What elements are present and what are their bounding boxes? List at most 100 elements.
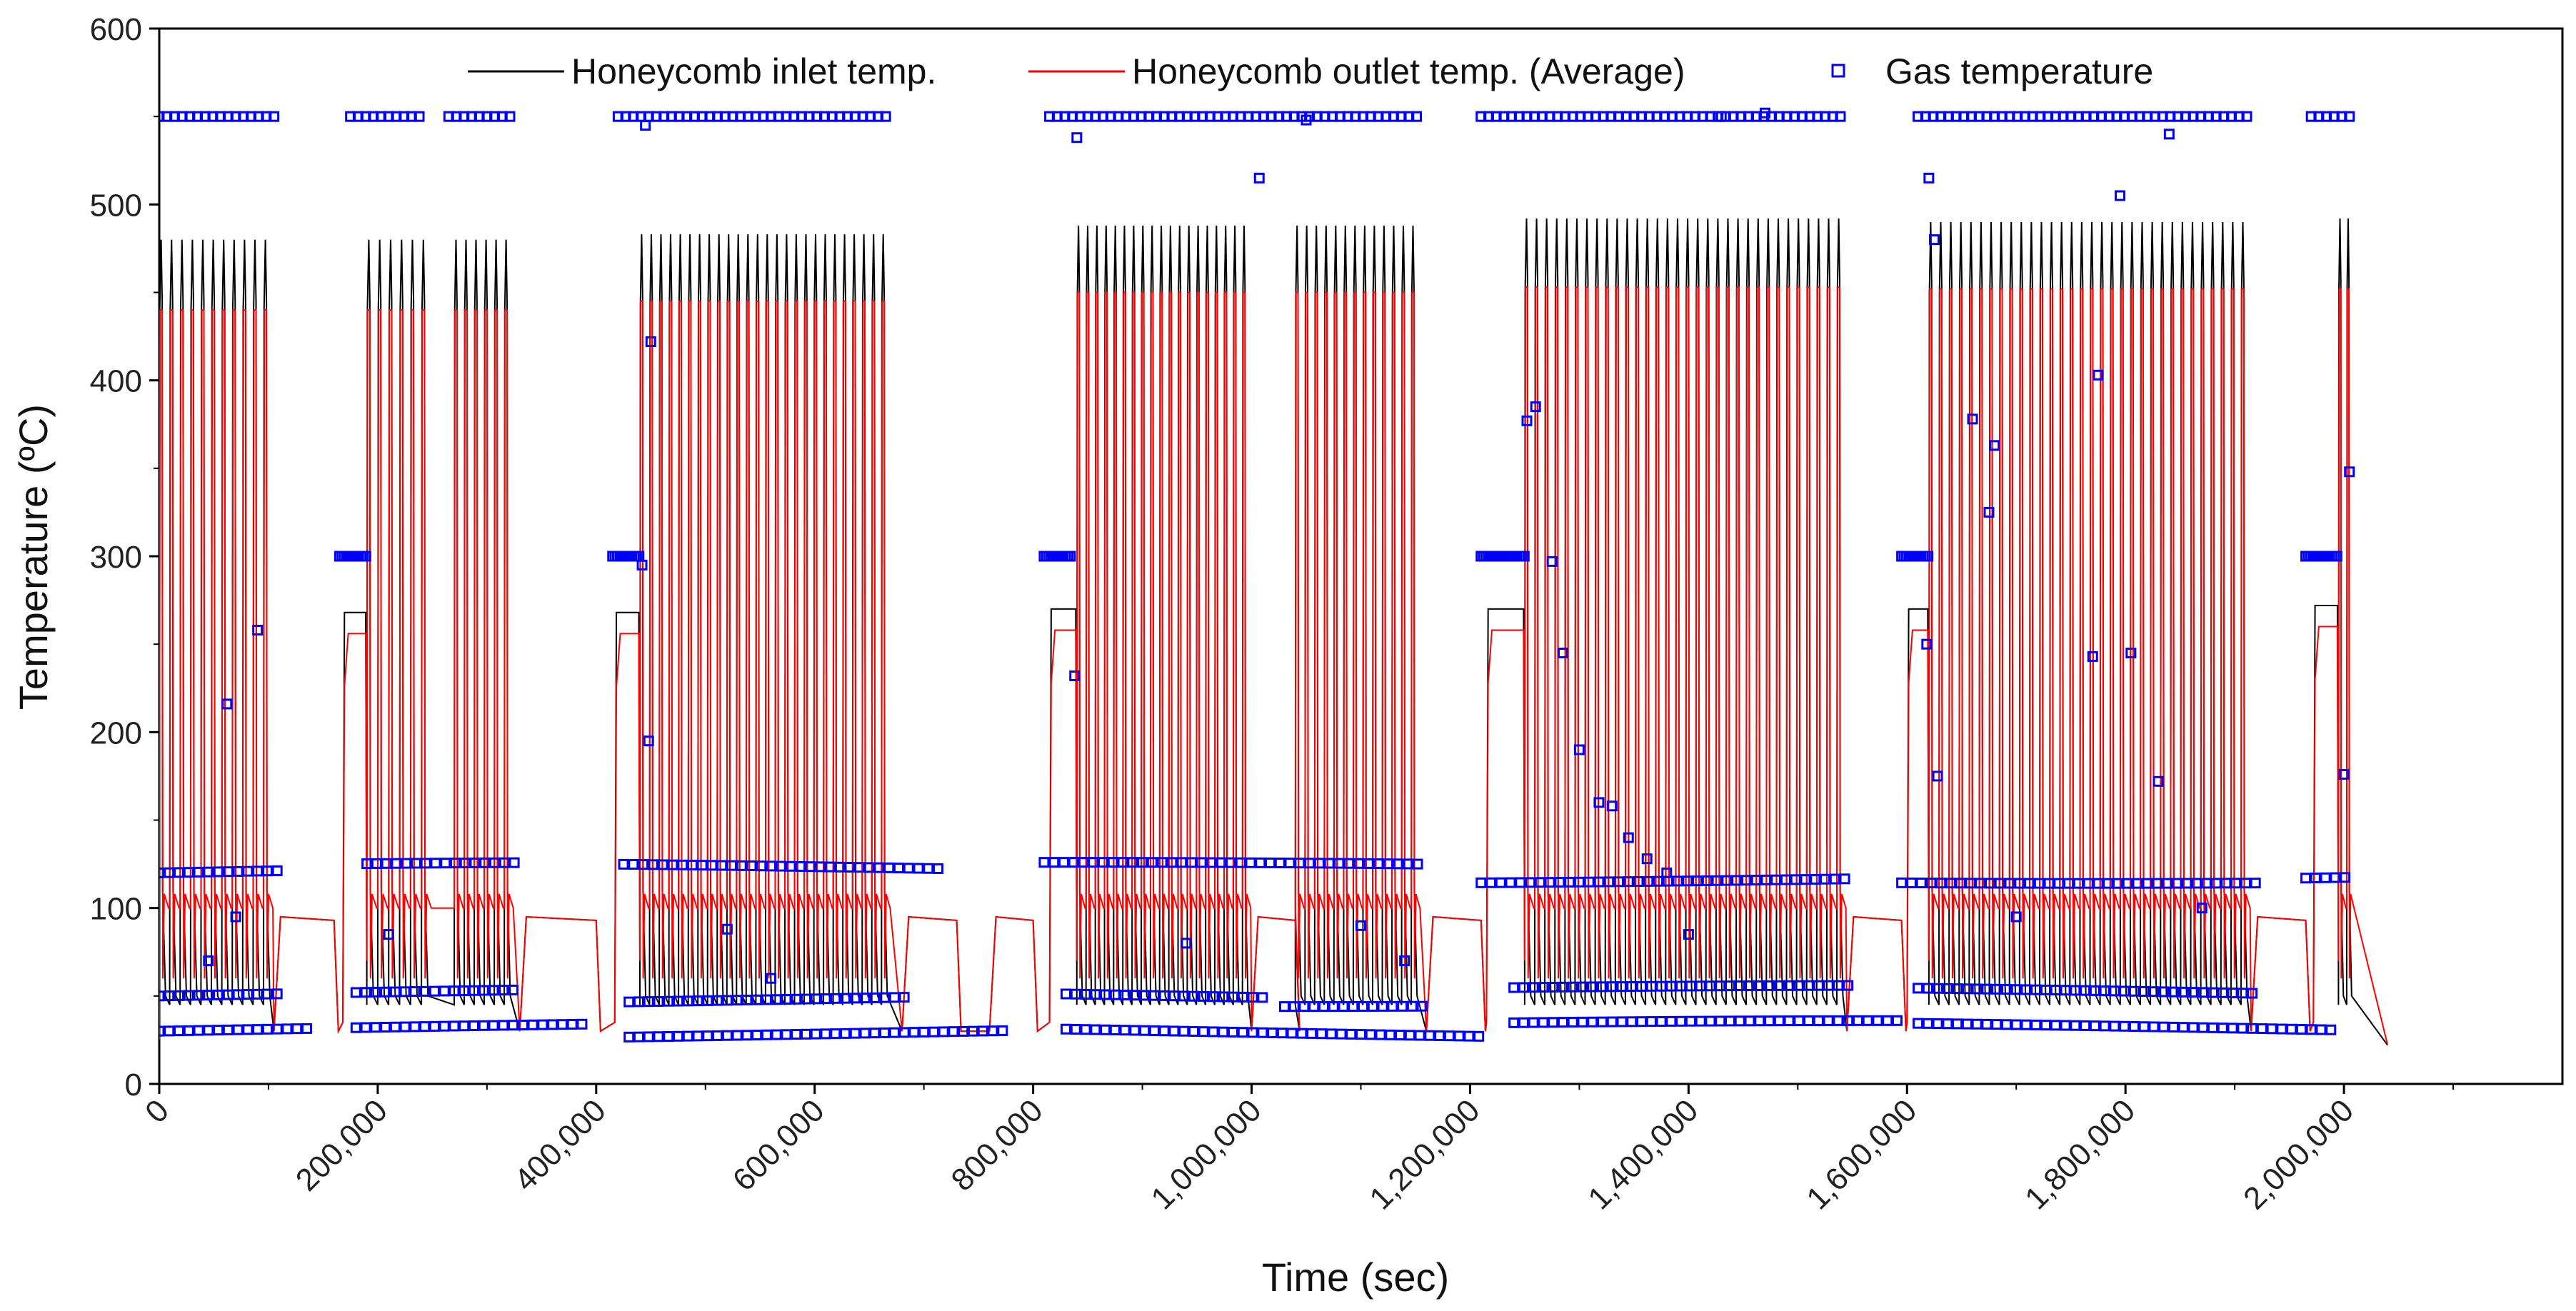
gas-temperature-point [1395, 1030, 1406, 1041]
gas-temperature-point [1208, 1026, 1219, 1038]
gas-temperature-point [1355, 920, 1366, 931]
legend-swatch-gas [1831, 64, 1845, 78]
gas-temperature-point [1363, 858, 1374, 869]
gas-temperature-point [1744, 980, 1755, 992]
gas-temperature-point [741, 1030, 753, 1041]
gas-temperature-point [653, 1031, 664, 1043]
gas-temperature-point [893, 863, 905, 874]
gas-temperature-point [1098, 857, 1109, 868]
gas-temperature-point [1274, 857, 1286, 868]
gas-temperature-point [1734, 1015, 1745, 1027]
gas-temperature-point [2050, 985, 2061, 996]
gas-temperature-point [1994, 878, 2005, 889]
gas-temperature-point [1981, 983, 1993, 995]
gas-temperature-point [232, 865, 244, 877]
gas-temperature-point [643, 1031, 654, 1043]
gas-temperature-point [159, 990, 165, 1002]
gas-temperature-point [721, 1030, 733, 1041]
gas-temperature-point [183, 1025, 194, 1036]
gas-temperature-point [401, 858, 412, 869]
gas-temperature-point [489, 857, 501, 868]
gas-temperature-point [261, 1023, 273, 1035]
gas-temperature-point [2119, 1020, 2130, 1032]
gas-temperature-point [2060, 985, 2071, 996]
gas-temperature-point [252, 624, 264, 636]
gas-temperature-point [252, 1024, 264, 1035]
gas-temperature-point [269, 111, 280, 122]
gas-temperature-point [2240, 878, 2251, 889]
gas-temperature-point [1922, 983, 1933, 994]
y-tick-label: 0 [125, 1068, 142, 1102]
gas-temperature-point [1961, 1018, 1973, 1030]
gas-temperature-point [2148, 1021, 2160, 1033]
gas-temperature-point [898, 1027, 910, 1038]
gas-temperature-point [498, 1020, 509, 1031]
gas-temperature-point [1156, 857, 1168, 868]
gas-temperature-point [203, 955, 214, 967]
gas-temperature-point [2004, 878, 2015, 889]
gas-temperature-point [1505, 877, 1516, 888]
gas-temperature-point [1109, 989, 1121, 1000]
gas-temperature-point [430, 858, 441, 869]
gas-temperature-point [628, 859, 639, 870]
gas-temperature-point [663, 1031, 674, 1043]
gas-temperature-point [2241, 111, 2252, 122]
gas-temperature-point [2344, 111, 2355, 122]
gas-temperature-point [1070, 988, 1081, 1000]
gas-temperature-point [888, 1027, 900, 1038]
gas-temperature-point [686, 859, 698, 870]
gas-temperature-point [1862, 1015, 1873, 1026]
gas-temperature-point [498, 857, 510, 868]
gas-temperature-point [731, 995, 743, 1006]
gas-temperature-point [2158, 1021, 2170, 1033]
gas-temperature-point [1705, 1015, 1716, 1027]
gas-temperature-point [261, 865, 273, 877]
gas-temperature-point [2196, 903, 2207, 914]
gas-temperature-point [771, 994, 782, 1005]
gas-temperature-point [261, 988, 273, 1000]
gas-temperature-point [1961, 983, 1973, 995]
gas-temperature-point [1146, 857, 1158, 868]
gas-temperature-point [761, 994, 772, 1005]
gas-temperature-point [923, 863, 934, 874]
gas-temperature-point [1800, 874, 1811, 885]
gas-temperature-point [1780, 874, 1791, 885]
gas-temperature-point [1793, 980, 1805, 991]
gas-temperature-point [1760, 874, 1772, 885]
gas-temperature-point [488, 1020, 499, 1031]
gas-temperature-point [271, 865, 283, 876]
gas-temperature-point [203, 866, 214, 878]
gas-temperature-point [623, 1031, 635, 1043]
gas-temperature-point [1655, 980, 1667, 992]
gas-temperature-point [1557, 1017, 1568, 1028]
gas-temperature-point [1100, 1024, 1111, 1035]
gas-temperature-point [203, 1025, 214, 1036]
gas-temperature-point [459, 858, 471, 869]
gas-temperature-point [1695, 1015, 1706, 1027]
gas-temperature-point [1061, 1023, 1072, 1035]
gas-temperature-point [1790, 874, 1801, 885]
gas-temperature-point [2177, 1022, 2189, 1033]
gas-temperature-point [1754, 980, 1765, 991]
gas-temperature-point [1515, 877, 1526, 888]
gas-temperature-point [1235, 857, 1246, 868]
gas-temperature-point [1567, 1016, 1578, 1028]
gas-temperature-point [1843, 1015, 1854, 1026]
gas-temperature-point [2315, 1024, 2327, 1035]
gas-temperature-point [1803, 980, 1815, 991]
gas-temperature-point [1168, 990, 1180, 1002]
gas-temperature-point [849, 993, 861, 1004]
gas-temperature-point [751, 1030, 763, 1041]
gas-temperature-point [1921, 638, 1933, 650]
gas-temperature-point [1343, 858, 1355, 869]
gas-temperature-point [1942, 1018, 1953, 1030]
gas-temperature-point [1695, 980, 1706, 992]
gas-temperature-point [1564, 876, 1575, 888]
x-tick-label: 2,000,000 [2237, 1092, 2360, 1216]
gas-temperature-point [1338, 1001, 1349, 1013]
gas-temperature-point [1952, 1018, 1963, 1030]
gas-temperature-point [977, 1025, 988, 1037]
gas-temperature-point [410, 858, 421, 869]
gas-temperature-point [2227, 988, 2238, 999]
gas-temperature-point [1306, 1028, 1318, 1039]
